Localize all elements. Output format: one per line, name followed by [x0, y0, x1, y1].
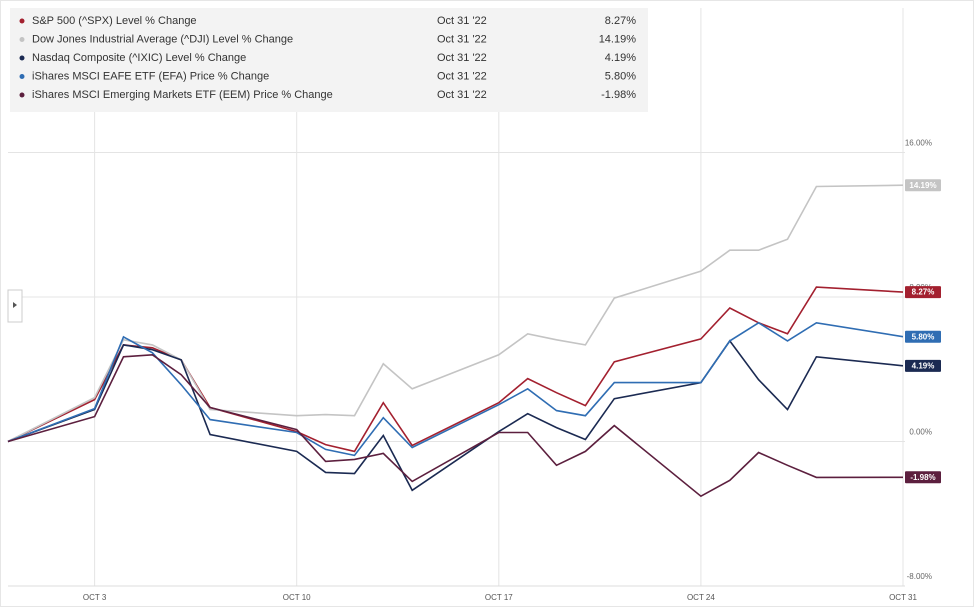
end-badge-box — [905, 471, 941, 484]
legend-marker — [19, 55, 25, 61]
legend-value: 14.19% — [599, 33, 637, 45]
legend-date: Oct 31 '22 — [437, 15, 487, 27]
end-badge: 4.19% — [905, 359, 941, 372]
end-badge-box — [905, 359, 941, 372]
legend-value: 5.80% — [605, 70, 636, 82]
legend-date: Oct 31 '22 — [437, 33, 487, 45]
x-tick-label: OCT 24 — [687, 593, 715, 602]
legend-marker — [19, 74, 25, 79]
end-badge: 5.80% — [905, 330, 941, 343]
series-line — [7, 353, 904, 498]
legend-date: Oct 31 '22 — [437, 52, 487, 64]
end-badge: 14.19% — [905, 179, 941, 192]
legend-label: iShares MSCI EAFE ETF (EFA) Price % Chan… — [32, 70, 269, 82]
end-badge-box — [905, 286, 941, 299]
legend-label: Nasdaq Composite (^IXIC) Level % Change — [32, 52, 246, 64]
end-badge-label: 4.19% — [912, 361, 935, 370]
end-badge-label: 8.27% — [912, 288, 935, 297]
legend-value: 8.27% — [605, 15, 636, 27]
legend-value: -1.98% — [601, 89, 636, 101]
legend-marker — [19, 37, 25, 42]
series-line — [7, 321, 904, 457]
legend-marker — [19, 92, 25, 98]
y-tick-label: 16.00% — [905, 139, 932, 148]
legend-label: S&P 500 (^SPX) Level % Change — [32, 15, 197, 27]
legend-label: Dow Jones Industrial Average (^DJI) Leve… — [32, 33, 293, 45]
end-badge-label: -1.98% — [910, 473, 935, 482]
series-line — [7, 184, 904, 443]
series-line — [7, 286, 904, 453]
end-badge-label: 5.80% — [912, 332, 935, 341]
end-badge: 8.27% — [905, 286, 941, 299]
legend-date: Oct 31 '22 — [437, 70, 487, 82]
end-badge-label: 14.19% — [909, 181, 936, 190]
legend-value: 4.19% — [605, 52, 636, 64]
end-badge-box — [905, 179, 941, 192]
x-tick-label: OCT 17 — [485, 593, 513, 602]
x-tick-label: OCT 10 — [283, 593, 311, 602]
end-badge: -1.98% — [905, 471, 941, 484]
legend-label: iShares MSCI Emerging Markets ETF (EEM) … — [32, 89, 333, 101]
end-badge-box — [905, 330, 941, 343]
y-tick-label: 0.00% — [909, 428, 932, 437]
side-tab-arrow — [13, 302, 17, 308]
y-tick-label: -8.00% — [907, 572, 932, 581]
legend-date: Oct 31 '22 — [437, 89, 487, 101]
x-tick-label: OCT 31 — [889, 593, 917, 602]
legend-marker — [19, 18, 25, 24]
legend-box — [10, 8, 648, 112]
series-line — [7, 339, 904, 492]
x-tick-label: OCT 3 — [83, 593, 107, 602]
